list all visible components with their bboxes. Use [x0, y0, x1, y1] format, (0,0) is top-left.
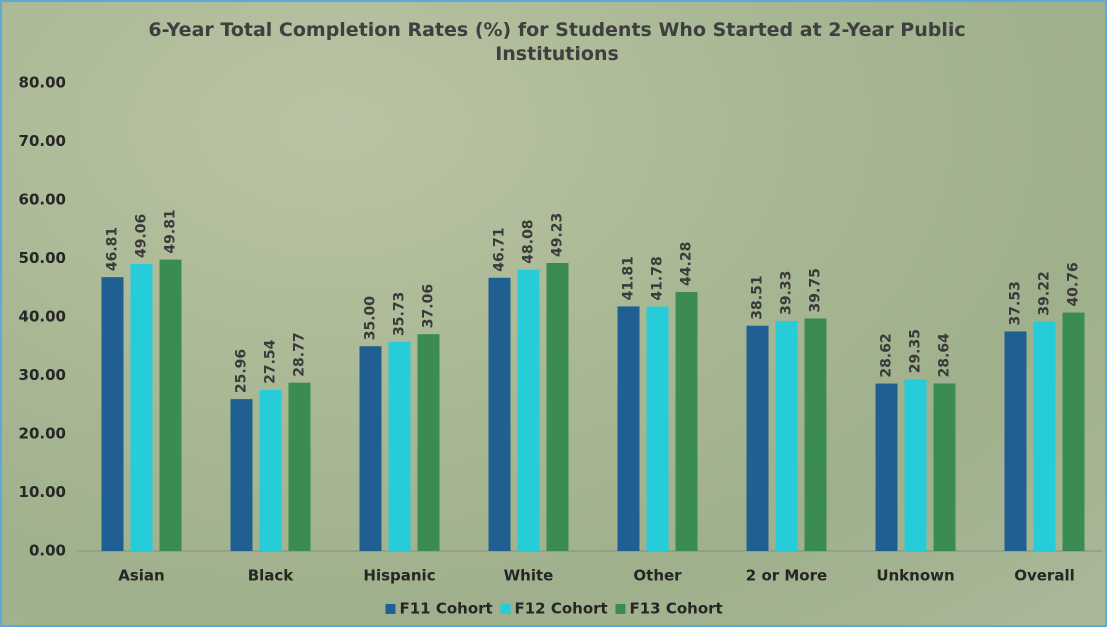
- bar: [388, 341, 411, 551]
- legend-swatch: [500, 604, 511, 614]
- bar: [288, 382, 311, 551]
- data-label: 28.64: [937, 333, 953, 378]
- bar: [775, 320, 798, 551]
- data-label: 28.62: [879, 333, 895, 377]
- y-tick-label: 70.00: [19, 132, 66, 150]
- data-label: 35.73: [392, 292, 408, 336]
- data-label: 37.06: [421, 284, 437, 328]
- y-tick-label: 60.00: [19, 191, 66, 209]
- legend-swatch: [385, 604, 396, 614]
- bar: [417, 334, 440, 551]
- bar: [488, 277, 511, 551]
- data-label: 37.53: [1008, 281, 1024, 325]
- x-tick-label: 2 or More: [746, 567, 827, 585]
- data-label: 27.54: [263, 339, 279, 384]
- data-label: 39.75: [808, 268, 824, 312]
- data-label: 39.22: [1037, 271, 1053, 315]
- bar: [617, 306, 640, 551]
- bar: [904, 379, 927, 551]
- data-label: 41.78: [650, 256, 666, 300]
- data-label: 25.96: [234, 349, 250, 393]
- x-tick-label: Unknown: [876, 567, 954, 585]
- y-tick-label: 30.00: [19, 366, 66, 384]
- bar: [746, 325, 769, 551]
- bar: [230, 399, 253, 551]
- bar: [1004, 331, 1027, 551]
- y-tick-label: 0.00: [29, 542, 66, 560]
- y-tick-label: 10.00: [19, 483, 66, 501]
- bar: [546, 263, 569, 551]
- data-label: 38.51: [750, 275, 766, 319]
- bar: [933, 383, 956, 551]
- data-label: 49.81: [163, 209, 179, 253]
- data-label: 35.00: [363, 296, 379, 341]
- data-label: 49.06: [134, 214, 150, 258]
- data-label: 44.28: [679, 242, 695, 286]
- data-label: 39.33: [779, 271, 795, 315]
- y-tick-label: 80.00: [19, 74, 66, 92]
- bar: [130, 263, 153, 551]
- x-tick-label: Hispanic: [363, 567, 435, 585]
- bar: [359, 346, 382, 551]
- y-tick-label: 40.00: [19, 308, 66, 326]
- y-tick-label: 50.00: [19, 249, 66, 267]
- data-label: 28.77: [292, 332, 308, 376]
- x-tick-label: Overall: [1014, 567, 1075, 585]
- bar: [875, 383, 898, 551]
- x-tick-label: Other: [633, 567, 682, 585]
- x-tick-label: White: [504, 567, 554, 585]
- data-label: 48.08: [521, 219, 537, 263]
- data-label: 29.35: [908, 329, 924, 373]
- data-label: 46.71: [492, 227, 508, 271]
- bar: [1062, 312, 1085, 551]
- bar: [675, 291, 698, 551]
- bar: [517, 269, 540, 551]
- bar: [159, 259, 182, 551]
- chart-title: 6-Year Total Completion Rates (%) for St…: [148, 19, 966, 65]
- x-tick-label: Black: [248, 567, 295, 585]
- y-tick-label: 20.00: [19, 425, 66, 443]
- data-label: 41.81: [621, 256, 637, 300]
- data-label: 46.81: [105, 227, 121, 271]
- x-tick-label: Asian: [118, 567, 164, 585]
- bar: [804, 318, 827, 551]
- legend-label: F13 Cohort: [630, 600, 723, 618]
- data-label: 49.23: [550, 213, 566, 257]
- legend-label: F12 Cohort: [515, 600, 608, 618]
- data-label: 40.76: [1066, 262, 1082, 306]
- bar: [101, 277, 124, 551]
- bar: [1033, 321, 1056, 551]
- bar: [646, 306, 669, 551]
- legend-swatch: [615, 604, 626, 614]
- legend-label: F11 Cohort: [400, 600, 493, 618]
- bar: [259, 389, 282, 551]
